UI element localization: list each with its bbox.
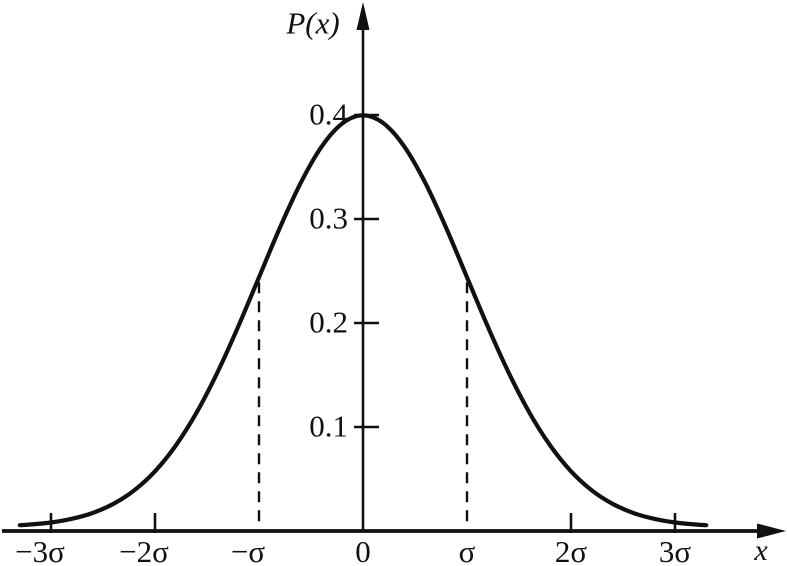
- x-tick-label: 3σ: [658, 534, 692, 566]
- y-tick-label: 0.2: [309, 304, 348, 340]
- x-axis-arrow-icon: [757, 523, 786, 539]
- y-tick-label: 0.4: [309, 96, 348, 132]
- y-tick-label: 0.3: [309, 200, 348, 236]
- sigma-guide-lines: [257, 282, 469, 529]
- y-axis: [356, 2, 370, 531]
- x-tick-label: 2σ: [554, 534, 588, 566]
- y-axis-title: P(x): [286, 5, 340, 41]
- x-tick-label: σ: [458, 534, 476, 566]
- y-axis-arrow-icon: [356, 2, 370, 30]
- x-tick-label: 0: [355, 534, 371, 566]
- y-axis-ticks: [354, 113, 379, 429]
- x-tick-label: −σ: [230, 534, 266, 566]
- x-axis-title: x: [754, 534, 768, 566]
- x-tick-label: −3σ: [15, 534, 65, 566]
- x-tick-label: −2σ: [119, 534, 169, 566]
- y-tick-label: 0.1: [309, 408, 348, 444]
- x-axis: [2, 523, 786, 539]
